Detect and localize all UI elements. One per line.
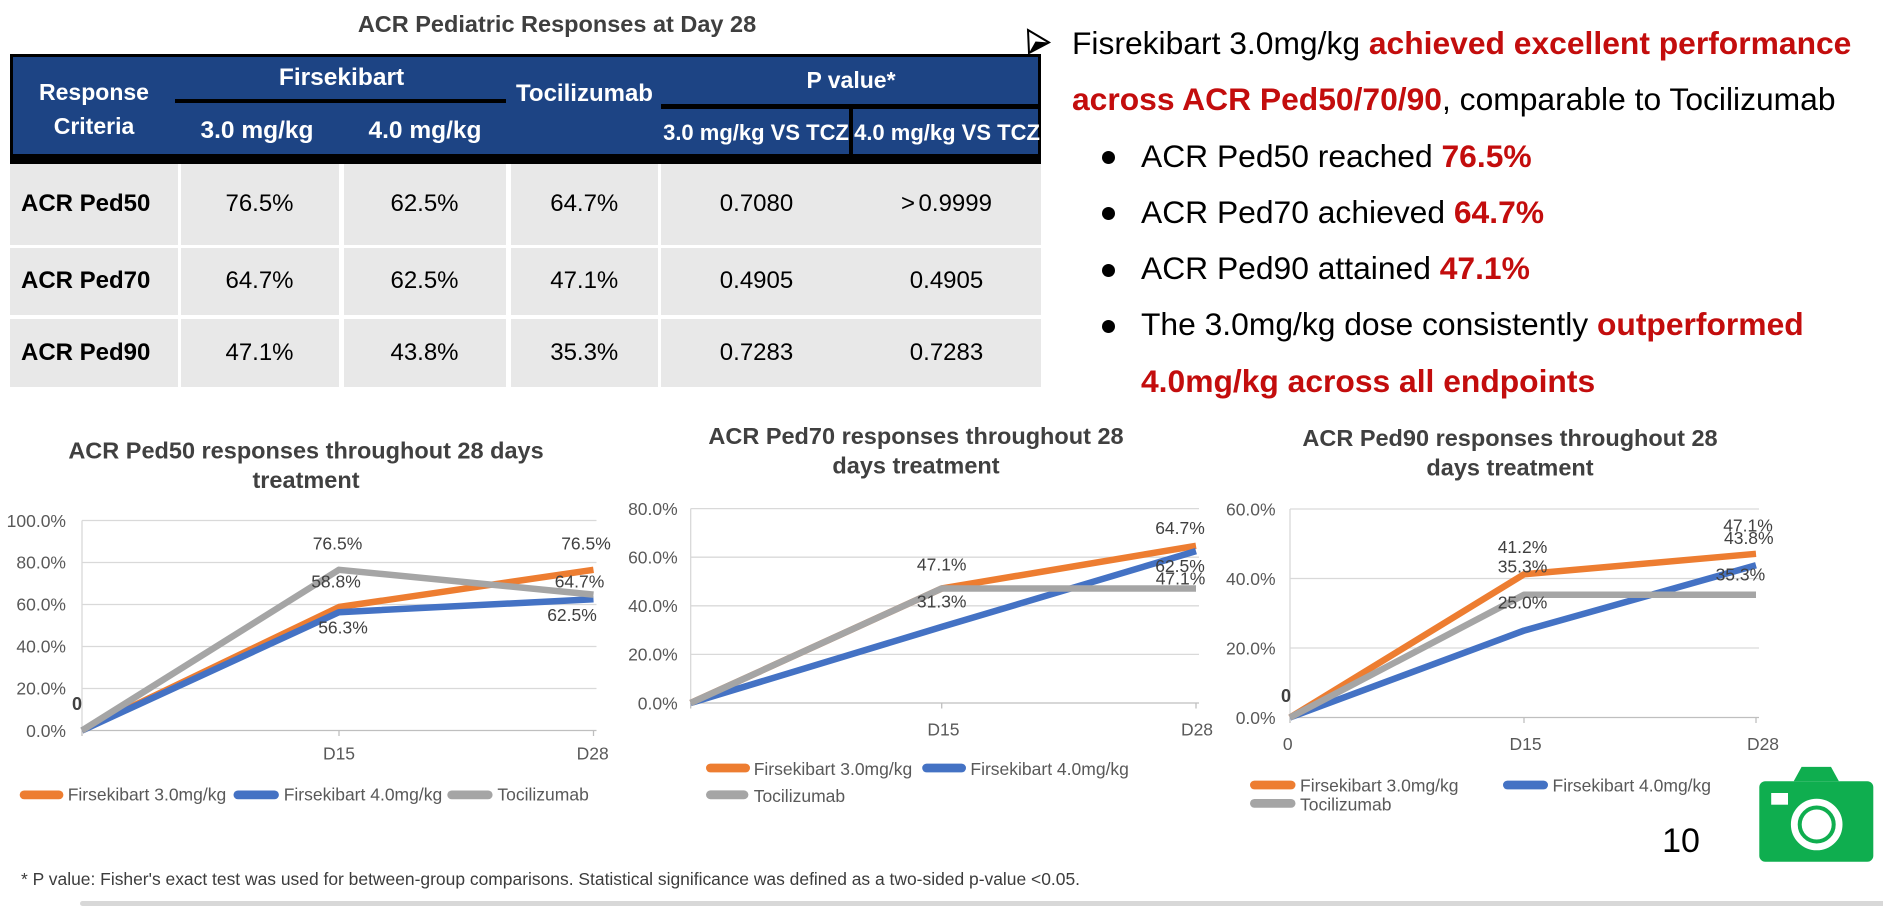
svg-text:Firsekibart 4.0mg/kg: Firsekibart 4.0mg/kg [970, 759, 1129, 779]
svg-text:days treatment: days treatment [1426, 455, 1593, 481]
svg-text:0.0%: 0.0% [26, 721, 66, 741]
svg-text:80.0%: 80.0% [16, 553, 66, 573]
svg-text:25.0%: 25.0% [1498, 592, 1548, 612]
svg-text:D28: D28 [577, 744, 609, 764]
svg-text:62.5%: 62.5% [1155, 556, 1205, 576]
svg-text:D15: D15 [323, 744, 355, 764]
svg-text:ACR Ped50 responses throughout: ACR Ped50 responses throughout 28 days [68, 438, 543, 464]
svg-text:76.5%: 76.5% [313, 533, 363, 553]
svg-text:Firsekibart 4.0mg/kg: Firsekibart 4.0mg/kg [284, 784, 443, 804]
svg-text:41.2%: 41.2% [1498, 537, 1548, 557]
svg-text:treatment: treatment [252, 467, 359, 493]
svg-text:47.1%: 47.1% [1156, 569, 1206, 589]
svg-text:Tocilizumab: Tocilizumab [497, 784, 588, 804]
svg-text:56.3%: 56.3% [318, 618, 368, 638]
svg-text:64.7%: 64.7% [555, 571, 605, 591]
svg-text:76.5%: 76.5% [561, 533, 611, 553]
svg-text:D28: D28 [1747, 734, 1779, 754]
svg-text:Firsekibart 3.0mg/kg: Firsekibart 3.0mg/kg [754, 759, 913, 779]
svg-text:20.0%: 20.0% [1226, 638, 1276, 658]
svg-text:35.3%: 35.3% [1716, 565, 1766, 585]
svg-text:Firsekibart 3.0mg/kg: Firsekibart 3.0mg/kg [68, 784, 227, 804]
svg-text:Tocilizumab: Tocilizumab [1300, 795, 1391, 815]
svg-text:100.0%: 100.0% [7, 511, 66, 531]
svg-text:40.0%: 40.0% [16, 637, 66, 657]
svg-text:40.0%: 40.0% [1226, 569, 1276, 589]
svg-text:ACR Ped70 responses throughout: ACR Ped70 responses throughout 28 [708, 423, 1123, 449]
svg-text:D28: D28 [1181, 720, 1213, 740]
svg-text:62.5%: 62.5% [547, 605, 597, 625]
svg-text:58.8%: 58.8% [311, 572, 361, 592]
svg-text:47.1%: 47.1% [1723, 515, 1773, 535]
svg-text:43.8%: 43.8% [1724, 528, 1774, 548]
svg-text:0: 0 [1281, 686, 1291, 706]
svg-text:Firsekibart 3.0mg/kg: Firsekibart 3.0mg/kg [1300, 776, 1459, 796]
svg-text:20.0%: 20.0% [16, 679, 66, 699]
svg-text:80.0%: 80.0% [628, 499, 678, 519]
svg-text:20.0%: 20.0% [628, 645, 678, 665]
svg-text:40.0%: 40.0% [628, 596, 678, 616]
svg-text:Firsekibart 4.0mg/kg: Firsekibart 4.0mg/kg [1553, 776, 1712, 796]
svg-text:Tocilizumab: Tocilizumab [754, 786, 845, 806]
svg-text:0: 0 [72, 694, 82, 714]
svg-text:days treatment: days treatment [832, 453, 999, 479]
svg-text:D15: D15 [927, 720, 959, 740]
svg-text:60.0%: 60.0% [16, 595, 66, 615]
svg-text:60.0%: 60.0% [628, 548, 678, 568]
svg-text:0.0%: 0.0% [1236, 708, 1276, 728]
svg-text:0.0%: 0.0% [638, 693, 678, 713]
svg-text:31.3%: 31.3% [917, 591, 967, 611]
svg-text:64.7%: 64.7% [1155, 518, 1205, 538]
svg-text:0: 0 [1283, 734, 1293, 754]
svg-text:D15: D15 [1510, 734, 1542, 754]
svg-text:47.1%: 47.1% [917, 554, 967, 574]
svg-text:ACR Ped90 responses throughout: ACR Ped90 responses throughout 28 [1302, 425, 1717, 451]
svg-text:35.3%: 35.3% [1498, 556, 1548, 576]
svg-text:60.0%: 60.0% [1226, 499, 1276, 519]
